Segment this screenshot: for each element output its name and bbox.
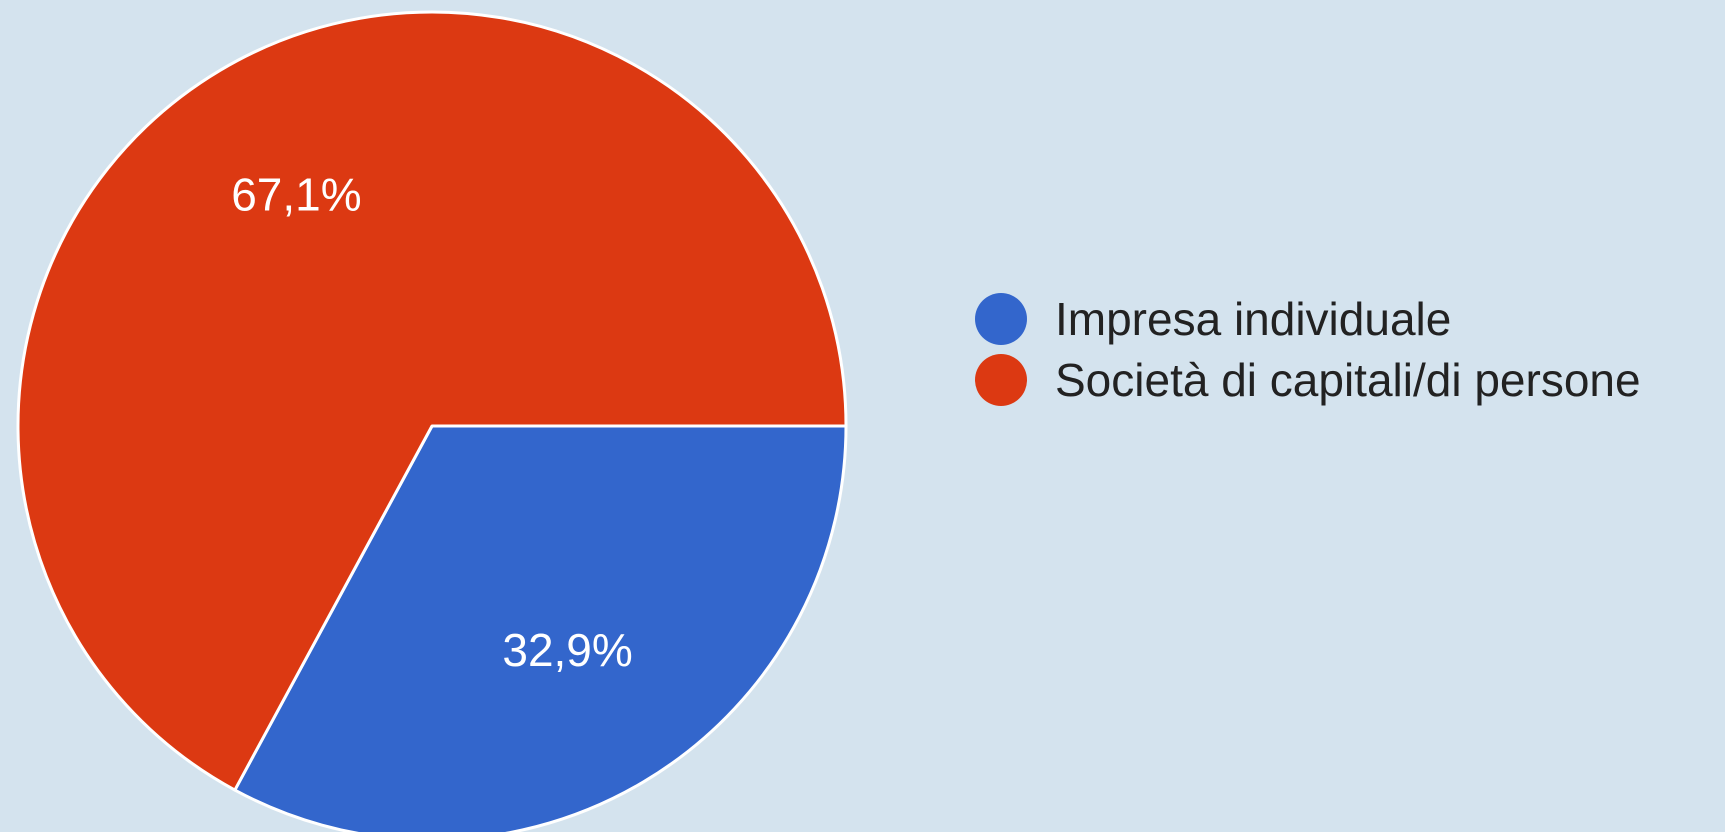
legend-swatch-impresa-individuale [975,293,1027,345]
legend: Impresa individuale Società di capitali/… [975,289,1715,411]
pie-slice-societ-di-capitali-di-persone[interactable] [16,10,848,792]
legend-item-impresa-individuale[interactable]: Impresa individuale [975,289,1715,349]
slice-value-label: 67,1% [231,169,361,221]
slice-value-label: 32,9% [502,624,632,676]
pie-slice-impresa-individuale[interactable] [233,424,848,832]
legend-item-societa-di-capitali[interactable]: Società di capitali/di persone [975,350,1715,410]
legend-swatch-societa-di-capitali [975,354,1027,406]
legend-label: Impresa individuale [1055,293,1452,345]
legend-label: Società di capitali/di persone [1055,354,1641,406]
